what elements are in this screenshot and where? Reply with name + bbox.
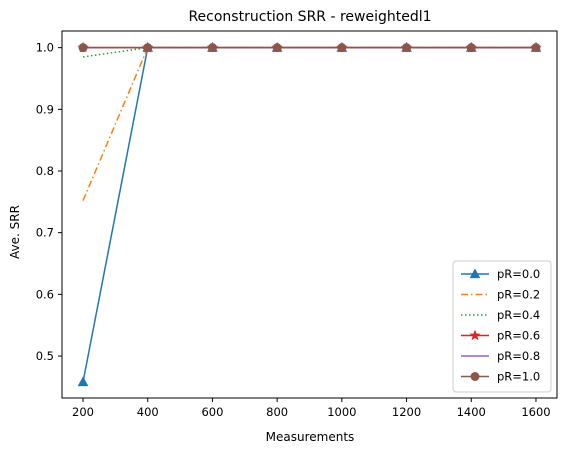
legend-item: pR=0.8	[461, 349, 540, 363]
legend-item: pR=0.4	[461, 308, 540, 322]
y-tick-label: 0.9	[36, 102, 54, 116]
data-point	[77, 376, 89, 387]
x-tick-label: 1000	[327, 405, 356, 419]
legend-item: pR=0.2	[461, 288, 540, 302]
legend-marker	[469, 329, 481, 341]
legend: pR=0.0 pR=0.2 pR=0.4 pR=0.6 pR=0.8 pR=1.0	[452, 260, 552, 393]
legend-label: pR=0.4	[497, 308, 540, 322]
data-point	[207, 43, 217, 53]
x-axis-label: Measurements	[266, 430, 355, 444]
legend-marker	[470, 372, 480, 381]
x-tick-label: 600	[201, 405, 223, 419]
series-pR=0.2	[82, 46, 536, 201]
x-tick-label: 200	[72, 405, 94, 419]
y-tick-label: 0.6	[36, 287, 54, 301]
legend-label: pR=1.0	[497, 370, 540, 384]
chart-title: Reconstruction SRR - reweightedl1	[188, 9, 431, 25]
x-axis: 200 400 600 800 1000 1200 1400 1600	[72, 398, 551, 419]
x-tick-label: 1600	[521, 405, 550, 419]
x-tick-label: 800	[266, 405, 288, 419]
legend-item: pR=0.0	[461, 267, 540, 281]
legend-label: pR=0.0	[497, 267, 540, 281]
x-tick-label: 1400	[457, 405, 486, 419]
data-point	[78, 43, 88, 53]
data-point	[337, 43, 347, 53]
y-tick-label: 0.8	[36, 164, 54, 178]
x-tick-label: 400	[137, 405, 159, 419]
series-pR=1.0	[78, 43, 541, 53]
y-tick-label: 0.7	[36, 226, 54, 240]
legend-item: pR=1.0	[461, 370, 540, 384]
legend-item: pR=0.6	[461, 329, 540, 343]
data-point	[466, 43, 476, 53]
x-tick-label: 1200	[392, 405, 421, 419]
y-axis-label: Ave. SRR	[8, 205, 22, 259]
legend-label: pR=0.8	[497, 349, 540, 363]
y-tick-label: 1.0	[36, 41, 54, 55]
data-point	[402, 43, 412, 53]
legend-label: pR=0.2	[497, 288, 540, 302]
legend-marker	[469, 268, 481, 279]
y-axis: 0.5 0.6 0.7 0.8 0.9 1.0	[36, 41, 62, 363]
series-layer	[77, 41, 542, 387]
y-tick-label: 0.5	[36, 349, 54, 363]
plot-frame	[61, 30, 558, 399]
data-point	[531, 43, 541, 53]
legend-label: pR=0.6	[497, 329, 540, 343]
data-point	[143, 43, 153, 53]
data-point	[272, 43, 282, 53]
series-line	[82, 46, 536, 201]
